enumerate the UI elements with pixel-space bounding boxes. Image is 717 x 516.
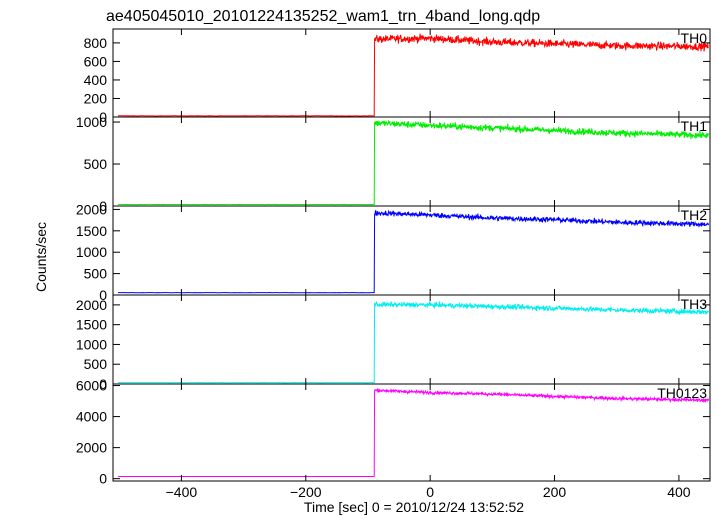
y-tick-label: 1500 bbox=[76, 223, 107, 239]
y-tick-label: 0 bbox=[99, 287, 107, 303]
y-tick-label: 200 bbox=[84, 90, 108, 106]
y-tick-label: 0 bbox=[99, 376, 107, 392]
y-tick-label: 500 bbox=[84, 266, 108, 282]
panel-th3: 0 500 1000 1500 2000 TH3 bbox=[76, 294, 711, 392]
panel-frame bbox=[112, 205, 711, 296]
y-tick-label: 1500 bbox=[76, 317, 107, 333]
panel-th0123: 0 2000 4000 6000 TH0123 bbox=[76, 378, 711, 487]
x-axis-label: Time [sec] 0 = 2010/12/24 13:52:52 bbox=[304, 499, 524, 515]
series-th1 bbox=[118, 119, 709, 206]
y-tick-label: 0 bbox=[99, 109, 107, 125]
y-tick-label: 4000 bbox=[76, 409, 107, 425]
y-tick-label: 600 bbox=[84, 53, 108, 69]
y-tick-label: 1000 bbox=[76, 114, 107, 130]
x-tick-label: −200 bbox=[290, 484, 322, 500]
y-tick-label: 2000 bbox=[76, 297, 107, 313]
panel-label: TH3 bbox=[681, 296, 708, 312]
y-tick-label: 0 bbox=[99, 198, 107, 214]
y-tick-label: 6000 bbox=[76, 378, 107, 394]
y-tick-label: 0 bbox=[99, 471, 107, 487]
y-tick-label: 1000 bbox=[76, 336, 107, 352]
panel-frame bbox=[112, 116, 711, 207]
panel-frame bbox=[112, 28, 711, 118]
x-tick-label: 400 bbox=[667, 484, 691, 500]
chart-title: ae405045010_20101224135252_wam1_trn_4ban… bbox=[106, 8, 540, 25]
panel-frame bbox=[112, 383, 711, 482]
y-tick-label: 2000 bbox=[76, 440, 107, 456]
series-th3 bbox=[118, 300, 709, 384]
x-tick-label: 0 bbox=[426, 484, 434, 500]
panel-label: TH0 bbox=[681, 30, 708, 46]
y-tick-label: 400 bbox=[84, 72, 108, 88]
panel-th0: 0 200 400 600 800 TH0 bbox=[84, 28, 711, 125]
panel-label: TH2 bbox=[681, 207, 708, 223]
x-tick-label: −400 bbox=[166, 484, 198, 500]
panel-th2: 0 500 1000 1500 2000 TH2 bbox=[76, 201, 711, 303]
panels: 0 200 400 600 800 TH0 0 500 1000 TH1 0 500 1000 1500 2… bbox=[76, 28, 711, 487]
y-tick-label: 500 bbox=[84, 156, 108, 172]
x-tick-label: 200 bbox=[543, 484, 567, 500]
x-axis: −400 −200 0 200 400 bbox=[166, 484, 691, 500]
series-th2 bbox=[118, 209, 709, 294]
panel-label: TH1 bbox=[681, 118, 708, 134]
y-tick-label: 1000 bbox=[76, 244, 107, 260]
y-tick-label: 2000 bbox=[76, 201, 107, 217]
series-th0123 bbox=[118, 387, 709, 477]
panel-th1: 0 500 1000 TH1 bbox=[76, 114, 711, 214]
y-axis-label: Counts/sec bbox=[33, 222, 49, 292]
y-tick-label: 500 bbox=[84, 356, 108, 372]
series-th0 bbox=[118, 33, 709, 117]
y-tick-label: 800 bbox=[84, 35, 108, 51]
panel-label: TH0123 bbox=[657, 385, 707, 401]
